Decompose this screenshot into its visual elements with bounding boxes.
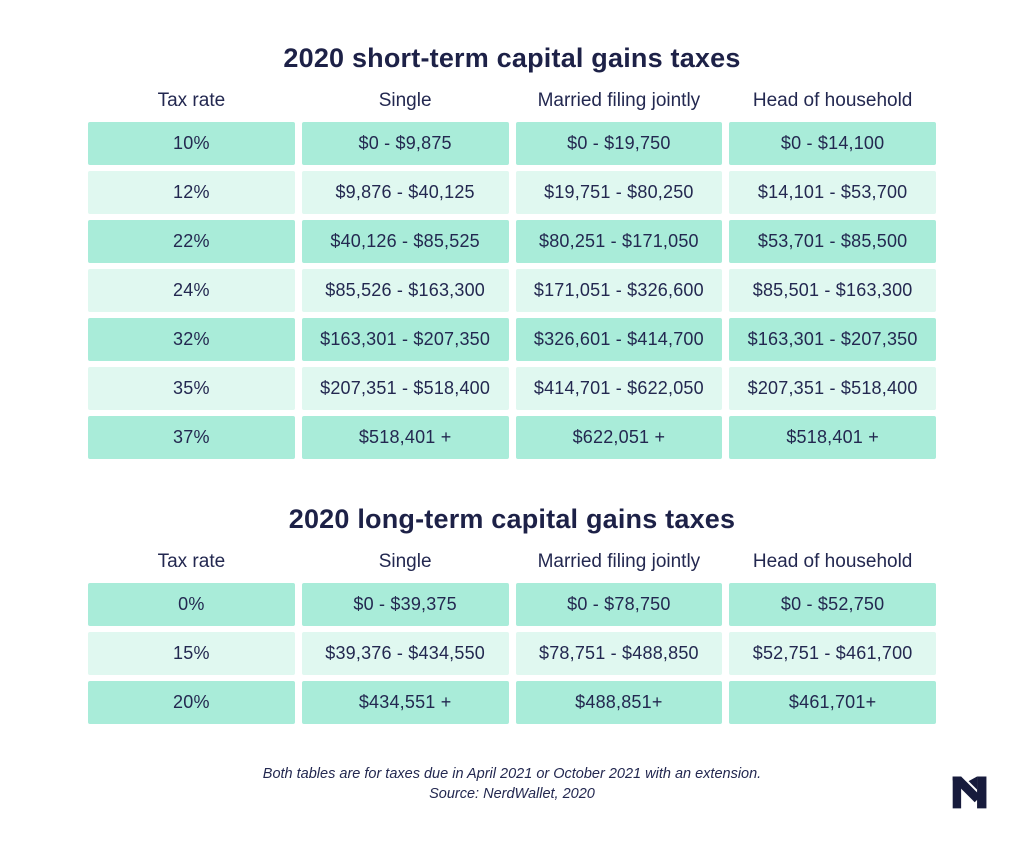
column-header-married-filing-jointly: Married filing jointly [537,551,701,572]
income-bracket-cell: $171,051 - $326,600 [515,269,723,312]
long-term-table-section: 2020 long-term capital gains taxes Tax r… [88,503,936,724]
column-header-tax-rate: Tax rate [157,90,226,111]
income-bracket-cell: $434,551 + [301,681,509,724]
column-header-tax-rate: Tax rate [157,551,226,572]
table-row: 12% $9,876 - $40,125 $19,751 - $80,250 $14,… [88,171,936,214]
income-bracket-cell: $0 - $52,750 [729,583,936,626]
table-row: 37% $518,401 + $622,051 + $518,401 + [88,416,936,459]
short-term-table-title: 2020 short-term capital gains taxes [283,43,741,73]
footnote-line: Both tables are for taxes due in April 2… [262,766,762,782]
tax-rate-cell: 35% [88,367,295,410]
tax-rate-cell: 15% [88,632,295,675]
income-bracket-cell: $52,751 - $461,700 [729,632,936,675]
table-row: 0% $0 - $39,375 $0 - $78,750 $0 - $52,750 [88,583,936,626]
income-bracket-cell: $163,301 - $207,350 [729,318,936,361]
table-row: 10% $0 - $9,875 $0 - $19,750 $0 - $14,100 [88,122,936,165]
tax-rate-cell: 32% [88,318,295,361]
short-term-header-row: Tax rate Single Married filing jointly H… [88,89,936,112]
m1-logo-icon [948,768,993,813]
income-bracket-cell: $40,126 - $85,525 [301,220,509,263]
table-row: 24% $85,526 - $163,300 $171,051 - $326,600… [88,269,936,312]
tax-rate-cell: 10% [88,122,295,165]
column-header-married-filing-jointly: Married filing jointly [537,90,701,111]
income-bracket-cell: $414,701 - $622,050 [515,367,723,410]
tax-rate-cell: 12% [88,171,295,214]
tax-rate-cell: 37% [88,416,295,459]
income-bracket-cell: $0 - $39,375 [301,583,509,626]
tax-rate-cell: 22% [88,220,295,263]
long-term-header-row: Tax rate Single Married filing jointly H… [88,550,936,573]
column-header-single: Single [378,551,432,572]
source-line: Source: NerdWallet, 2020 [429,786,595,802]
income-bracket-cell: $622,051 + [515,416,723,459]
income-bracket-cell: $80,251 - $171,050 [515,220,723,263]
income-bracket-cell: $9,876 - $40,125 [301,171,509,214]
income-bracket-cell: $518,401 + [729,416,936,459]
income-bracket-cell: $0 - $14,100 [729,122,936,165]
income-bracket-cell: $39,376 - $434,550 [301,632,509,675]
long-term-table-title: 2020 long-term capital gains taxes [288,504,736,534]
table-row: 20% $434,551 + $488,851+ $461,701+ [88,681,936,724]
tax-rate-cell: 24% [88,269,295,312]
income-bracket-cell: $0 - $9,875 [301,122,509,165]
income-bracket-cell: $207,351 - $518,400 [301,367,509,410]
income-bracket-cell: $14,101 - $53,700 [729,171,936,214]
long-term-table-body: 0% $0 - $39,375 $0 - $78,750 $0 - $52,750 15… [88,583,936,724]
income-bracket-cell: $78,751 - $488,850 [515,632,723,675]
footnote: Both tables are for taxes due in April 2… [0,764,1024,804]
table-row: 32% $163,301 - $207,350 $326,601 - $414,70… [88,318,936,361]
income-bracket-cell: $163,301 - $207,350 [301,318,509,361]
tax-rate-cell: 20% [88,681,295,724]
tax-rate-cell: 0% [88,583,295,626]
income-bracket-cell: $461,701+ [729,681,936,724]
short-term-table-body: 10% $0 - $9,875 $0 - $19,750 $0 - $14,100 12… [88,122,936,459]
column-header-head-of-household: Head of household [752,551,913,572]
table-row: 22% $40,126 - $85,525 $80,251 - $171,050 $5… [88,220,936,263]
table-row: 35% $207,351 - $518,400 $414,701 - $622,05… [88,367,936,410]
table-row: 15% $39,376 - $434,550 $78,751 - $488,850 $… [88,632,936,675]
income-bracket-cell: $488,851+ [515,681,723,724]
income-bracket-cell: $0 - $19,750 [515,122,723,165]
income-bracket-cell: $53,701 - $85,500 [729,220,936,263]
column-header-single: Single [378,90,432,111]
income-bracket-cell: $85,501 - $163,300 [729,269,936,312]
income-bracket-cell: $207,351 - $518,400 [729,367,936,410]
income-bracket-cell: $0 - $78,750 [515,583,723,626]
income-bracket-cell: $326,601 - $414,700 [515,318,723,361]
income-bracket-cell: $518,401 + [301,416,509,459]
infographic-page: 2020 short-term capital gains taxes Tax … [88,0,936,724]
column-header-head-of-household: Head of household [752,90,913,111]
income-bracket-cell: $19,751 - $80,250 [515,171,723,214]
short-term-table-section: 2020 short-term capital gains taxes Tax … [88,42,936,459]
income-bracket-cell: $85,526 - $163,300 [301,269,509,312]
